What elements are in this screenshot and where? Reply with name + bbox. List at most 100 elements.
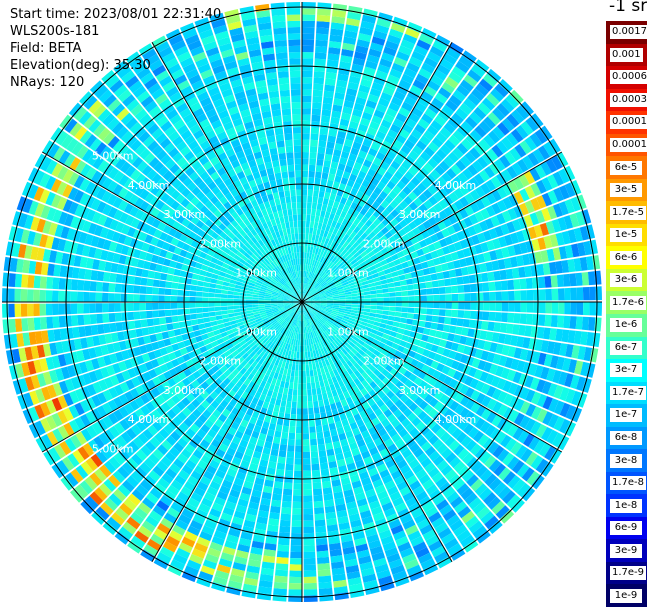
data-gate-cell <box>334 497 345 506</box>
data-gate-cell <box>296 351 300 359</box>
data-gate-cell <box>524 265 532 278</box>
data-gate-cell <box>291 363 296 371</box>
data-gate-cell <box>294 451 302 459</box>
data-gate-cell <box>316 368 322 376</box>
data-gate-cell <box>317 443 326 452</box>
data-gate-cell <box>391 271 399 278</box>
data-gate-cell <box>258 324 266 330</box>
data-gate-cell <box>121 274 129 284</box>
data-gate-cell <box>529 212 540 226</box>
data-gate-cell <box>318 140 327 148</box>
data-gate-cell <box>448 473 461 486</box>
data-gate-cell <box>252 383 260 392</box>
data-gate-cell <box>272 487 283 495</box>
data-gate-cell <box>385 458 396 469</box>
data-gate-cell <box>335 401 343 409</box>
data-gate-cell <box>369 545 384 556</box>
data-gate-cell <box>321 373 328 381</box>
data-gate-cell <box>366 441 376 451</box>
data-gate-cell <box>426 419 437 430</box>
data-gate-cell <box>118 448 131 461</box>
data-gate-cell <box>278 326 284 333</box>
data-gate-cell <box>368 205 377 215</box>
data-gate-cell <box>390 524 404 535</box>
data-gate-cell <box>253 346 261 354</box>
data-gate-cell <box>277 456 286 464</box>
data-gate-cell <box>418 239 428 248</box>
data-gate-cell <box>319 249 325 257</box>
data-gate-cell <box>540 461 554 477</box>
data-gate-cell <box>303 514 314 521</box>
data-gate-cell <box>357 327 365 333</box>
data-gate-cell <box>302 289 305 296</box>
data-gate-cell <box>309 286 314 293</box>
data-gate-cell <box>302 277 305 284</box>
data-gate-cell <box>302 27 315 34</box>
data-gate-cell <box>102 313 110 323</box>
data-gate-cell <box>311 290 318 295</box>
data-gate-cell <box>313 260 318 267</box>
data-gate-cell <box>380 91 393 102</box>
data-gate-cell <box>309 246 314 254</box>
data-gate-cell <box>484 424 496 437</box>
data-gate-cell <box>330 555 344 563</box>
data-gate-cell <box>355 254 363 262</box>
data-gate-cell <box>388 102 401 113</box>
data-gate-cell <box>319 308 326 313</box>
data-gate-cell <box>486 68 502 83</box>
data-gate-cell <box>470 478 484 492</box>
data-gate-cell <box>321 272 327 279</box>
data-gate-cell <box>456 483 470 496</box>
data-gate-cell <box>379 190 388 200</box>
data-gate-cell <box>327 343 333 351</box>
data-gate-cell <box>443 408 454 420</box>
data-gate-cell <box>342 226 350 234</box>
data-gate-cell <box>376 289 383 294</box>
data-gate-cell <box>444 235 454 246</box>
data-gate-cell <box>340 399 348 407</box>
data-gate-cell <box>152 302 159 310</box>
data-gate-cell <box>221 314 229 319</box>
data-gate-cell <box>338 464 348 473</box>
data-gate-cell <box>247 365 255 373</box>
data-gate-cell <box>358 424 368 433</box>
data-gate-cell <box>326 518 338 526</box>
data-gate-cell <box>313 337 318 344</box>
data-gate-cell <box>517 430 530 444</box>
data-gate-cell <box>586 332 595 347</box>
data-gate-cell <box>349 442 358 451</box>
data-gate-cell <box>418 203 428 214</box>
data-gate-cell <box>350 309 358 314</box>
data-gate-cell <box>468 274 476 284</box>
data-gate-cell <box>177 411 188 422</box>
data-gate-cell <box>459 196 470 208</box>
data-gate-cell <box>254 362 262 371</box>
data-gate-cell <box>214 377 223 386</box>
data-gate-cell <box>308 265 312 272</box>
data-gate-cell <box>372 246 381 254</box>
data-gate-cell <box>282 488 293 496</box>
data-gate-cell <box>39 289 47 302</box>
data-gate-cell <box>394 195 404 205</box>
data-gate-cell <box>140 405 151 416</box>
data-gate-cell <box>481 97 496 111</box>
data-gate-cell <box>332 308 339 312</box>
data-gate-cell <box>480 511 495 525</box>
data-gate-cell <box>475 380 485 392</box>
data-gate-cell <box>274 569 288 577</box>
data-gate-cell <box>458 208 469 219</box>
data-gate-cell <box>245 474 256 484</box>
data-gate-cell <box>375 151 386 161</box>
data-gate-cell <box>164 451 177 463</box>
data-gate-cell <box>401 307 409 313</box>
data-gate-cell <box>284 381 290 389</box>
data-gate-cell <box>524 136 537 151</box>
data-gate-cell <box>361 318 369 323</box>
data-gate-cell <box>286 451 295 459</box>
data-gate-cell <box>331 332 338 339</box>
data-gate-cell <box>191 548 206 559</box>
data-gate-cell <box>221 289 228 295</box>
data-gate-cell <box>330 286 337 291</box>
data-gate-cell <box>456 318 464 327</box>
data-gate-cell <box>473 106 487 120</box>
